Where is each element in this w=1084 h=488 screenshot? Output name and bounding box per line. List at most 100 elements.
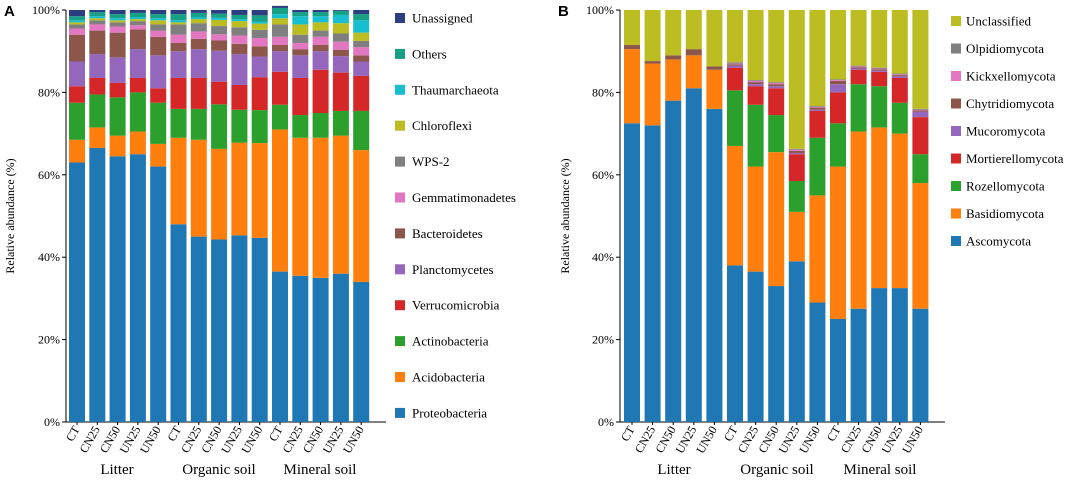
bar-segment-others bbox=[69, 16, 85, 21]
bar-segment-others bbox=[170, 14, 187, 21]
panel-letter: B bbox=[558, 3, 569, 20]
bar-segment-basidiomycota bbox=[644, 63, 661, 126]
bar-segment-acidobacteria bbox=[190, 139, 207, 237]
y-tick-label: 60% bbox=[592, 168, 614, 182]
bar-segment-verrucomicrobia bbox=[251, 77, 268, 111]
bar-segment-others bbox=[312, 12, 329, 17]
legend-swatch bbox=[395, 336, 405, 347]
bar-segment-olpidiomycota bbox=[850, 65, 867, 67]
bar-segment-others bbox=[211, 13, 228, 18]
bar-segment-thaumarchaeota bbox=[251, 21, 268, 24]
bar-segment-kickxellomycota bbox=[788, 149, 805, 151]
bar-segment-planctomycetes bbox=[292, 55, 309, 78]
bar-segment-proteobacteria bbox=[190, 236, 207, 422]
bar-segment-gemmatimonadetes bbox=[109, 26, 126, 33]
legend-label: Unassigned bbox=[412, 11, 473, 26]
bar-segment-wps-2 bbox=[312, 30, 329, 37]
bar-segment-chloroflexi bbox=[109, 20, 126, 23]
bar-segment-basidiomycota bbox=[747, 166, 764, 272]
bar-segment-unassigned bbox=[109, 10, 126, 15]
y-tick-label: 0% bbox=[598, 415, 614, 429]
legend-label: Ascomycota bbox=[966, 234, 1031, 249]
bar-segment-unclassified bbox=[891, 10, 908, 74]
bar-segment-mortierellomycota bbox=[871, 71, 888, 87]
bar-segment-chytridiomycota bbox=[706, 66, 723, 70]
panel-a: A 0% 20% 40% 60% 80% 100% Relative abundance (%… bbox=[3, 3, 516, 478]
bar-segment-chloroflexi bbox=[272, 18, 288, 25]
panel-letter: A bbox=[4, 3, 15, 20]
bar-segment-rozellomycota bbox=[809, 137, 826, 196]
bar-segment-planctomycetes bbox=[312, 51, 329, 70]
bar-segment-chytridiomycota bbox=[644, 61, 661, 64]
y-tick-label: 100% bbox=[32, 3, 60, 17]
bar-segment-verrucomicrobia bbox=[170, 77, 187, 109]
legend-swatch bbox=[951, 43, 961, 54]
bar-segment-basidiomycota bbox=[706, 69, 723, 109]
bar-segment-unclassified bbox=[871, 10, 888, 68]
legend-swatch bbox=[951, 126, 961, 136]
bar-segment-verrucomicrobia bbox=[353, 75, 370, 111]
bar-segment-others bbox=[129, 12, 146, 18]
bar-segment-verrucomicrobia bbox=[89, 77, 106, 95]
bar-segment-acidobacteria bbox=[272, 129, 288, 272]
legend-swatch bbox=[395, 13, 405, 23]
bar-segment-kickxellomycota bbox=[912, 109, 929, 111]
bar-segment-wps-2 bbox=[231, 27, 248, 36]
bar-segment-bacteroidetes bbox=[312, 45, 329, 52]
bar-segment-actinobacteria bbox=[129, 92, 146, 132]
bar-segment-ascomycota bbox=[809, 302, 826, 422]
bar-segment-wps-2 bbox=[292, 34, 309, 43]
bar-segment-ascomycota bbox=[768, 286, 785, 422]
bar-segment-unassigned bbox=[292, 10, 309, 13]
legend-label: Chloroflexi bbox=[412, 118, 472, 133]
bar-segment-actinobacteria bbox=[190, 108, 207, 140]
bar-segment-acidobacteria bbox=[211, 148, 228, 240]
bar-segment-unclassified bbox=[830, 10, 846, 80]
bar-segment-gemmatimonadetes bbox=[312, 36, 329, 46]
y-tick-label: 40% bbox=[38, 250, 60, 264]
bar-segment-mortierellomycota bbox=[727, 67, 743, 91]
bar-segment-proteobacteria bbox=[109, 156, 126, 422]
x-tick-label: CT bbox=[266, 423, 286, 444]
bar-segment-others bbox=[272, 7, 288, 15]
bar-segment-olpidiomycota bbox=[809, 105, 826, 107]
group-label: Mineral soil bbox=[284, 462, 357, 478]
bar-segment-acidobacteria bbox=[69, 139, 85, 163]
bar-segment-proteobacteria bbox=[150, 166, 167, 422]
bar-segment-actinobacteria bbox=[69, 102, 85, 140]
bar-segment-wps-2 bbox=[190, 23, 207, 32]
bar-segment-gemmatimonadetes bbox=[292, 42, 309, 50]
legend-swatch bbox=[395, 48, 405, 59]
bar-segment-chytridiomycota bbox=[788, 150, 805, 153]
bar-segment-verrucomicrobia bbox=[211, 81, 228, 105]
x-tick-label: UN50 bbox=[340, 424, 367, 456]
bar-segment-chytridiomycota bbox=[768, 84, 785, 87]
legend-label: Mucoromycota bbox=[966, 124, 1046, 139]
bar-segment-mucoromycota bbox=[891, 76, 908, 78]
bar-segment-ascomycota bbox=[665, 100, 682, 422]
bar-segment-unassigned bbox=[69, 10, 85, 17]
bar-segment-rozellomycota bbox=[727, 90, 743, 146]
bar-segment-chloroflexi bbox=[69, 22, 85, 25]
bar-segment-gemmatimonadetes bbox=[129, 25, 146, 30]
bar-segment-ascomycota bbox=[850, 308, 867, 422]
bar-segment-olpidiomycota bbox=[727, 62, 743, 64]
legend-label: Kickxellomycota bbox=[966, 69, 1056, 84]
bar-segment-gemmatimonadetes bbox=[150, 30, 167, 37]
bar-segment-acidobacteria bbox=[89, 127, 106, 149]
bar-segment-others bbox=[292, 12, 309, 17]
bar-segment-wps-2 bbox=[332, 33, 349, 42]
x-tick-label: CT bbox=[824, 423, 844, 444]
bar-segment-unclassified bbox=[788, 10, 805, 149]
legend-label: Acidobacteria bbox=[412, 370, 485, 385]
bar-segment-thaumarchaeota bbox=[109, 18, 126, 21]
bar-segment-planctomycetes bbox=[89, 54, 106, 78]
bar-segment-kickxellomycota bbox=[809, 106, 826, 108]
bar-segment-gemmatimonadetes bbox=[231, 35, 248, 44]
legend-swatch bbox=[951, 16, 961, 26]
legend-label: Thaumarchaeota bbox=[412, 82, 499, 97]
bar-segment-chytridiomycota bbox=[809, 107, 826, 110]
bar-segment-thaumarchaeota bbox=[272, 14, 288, 19]
group-label: Litter bbox=[657, 462, 690, 478]
